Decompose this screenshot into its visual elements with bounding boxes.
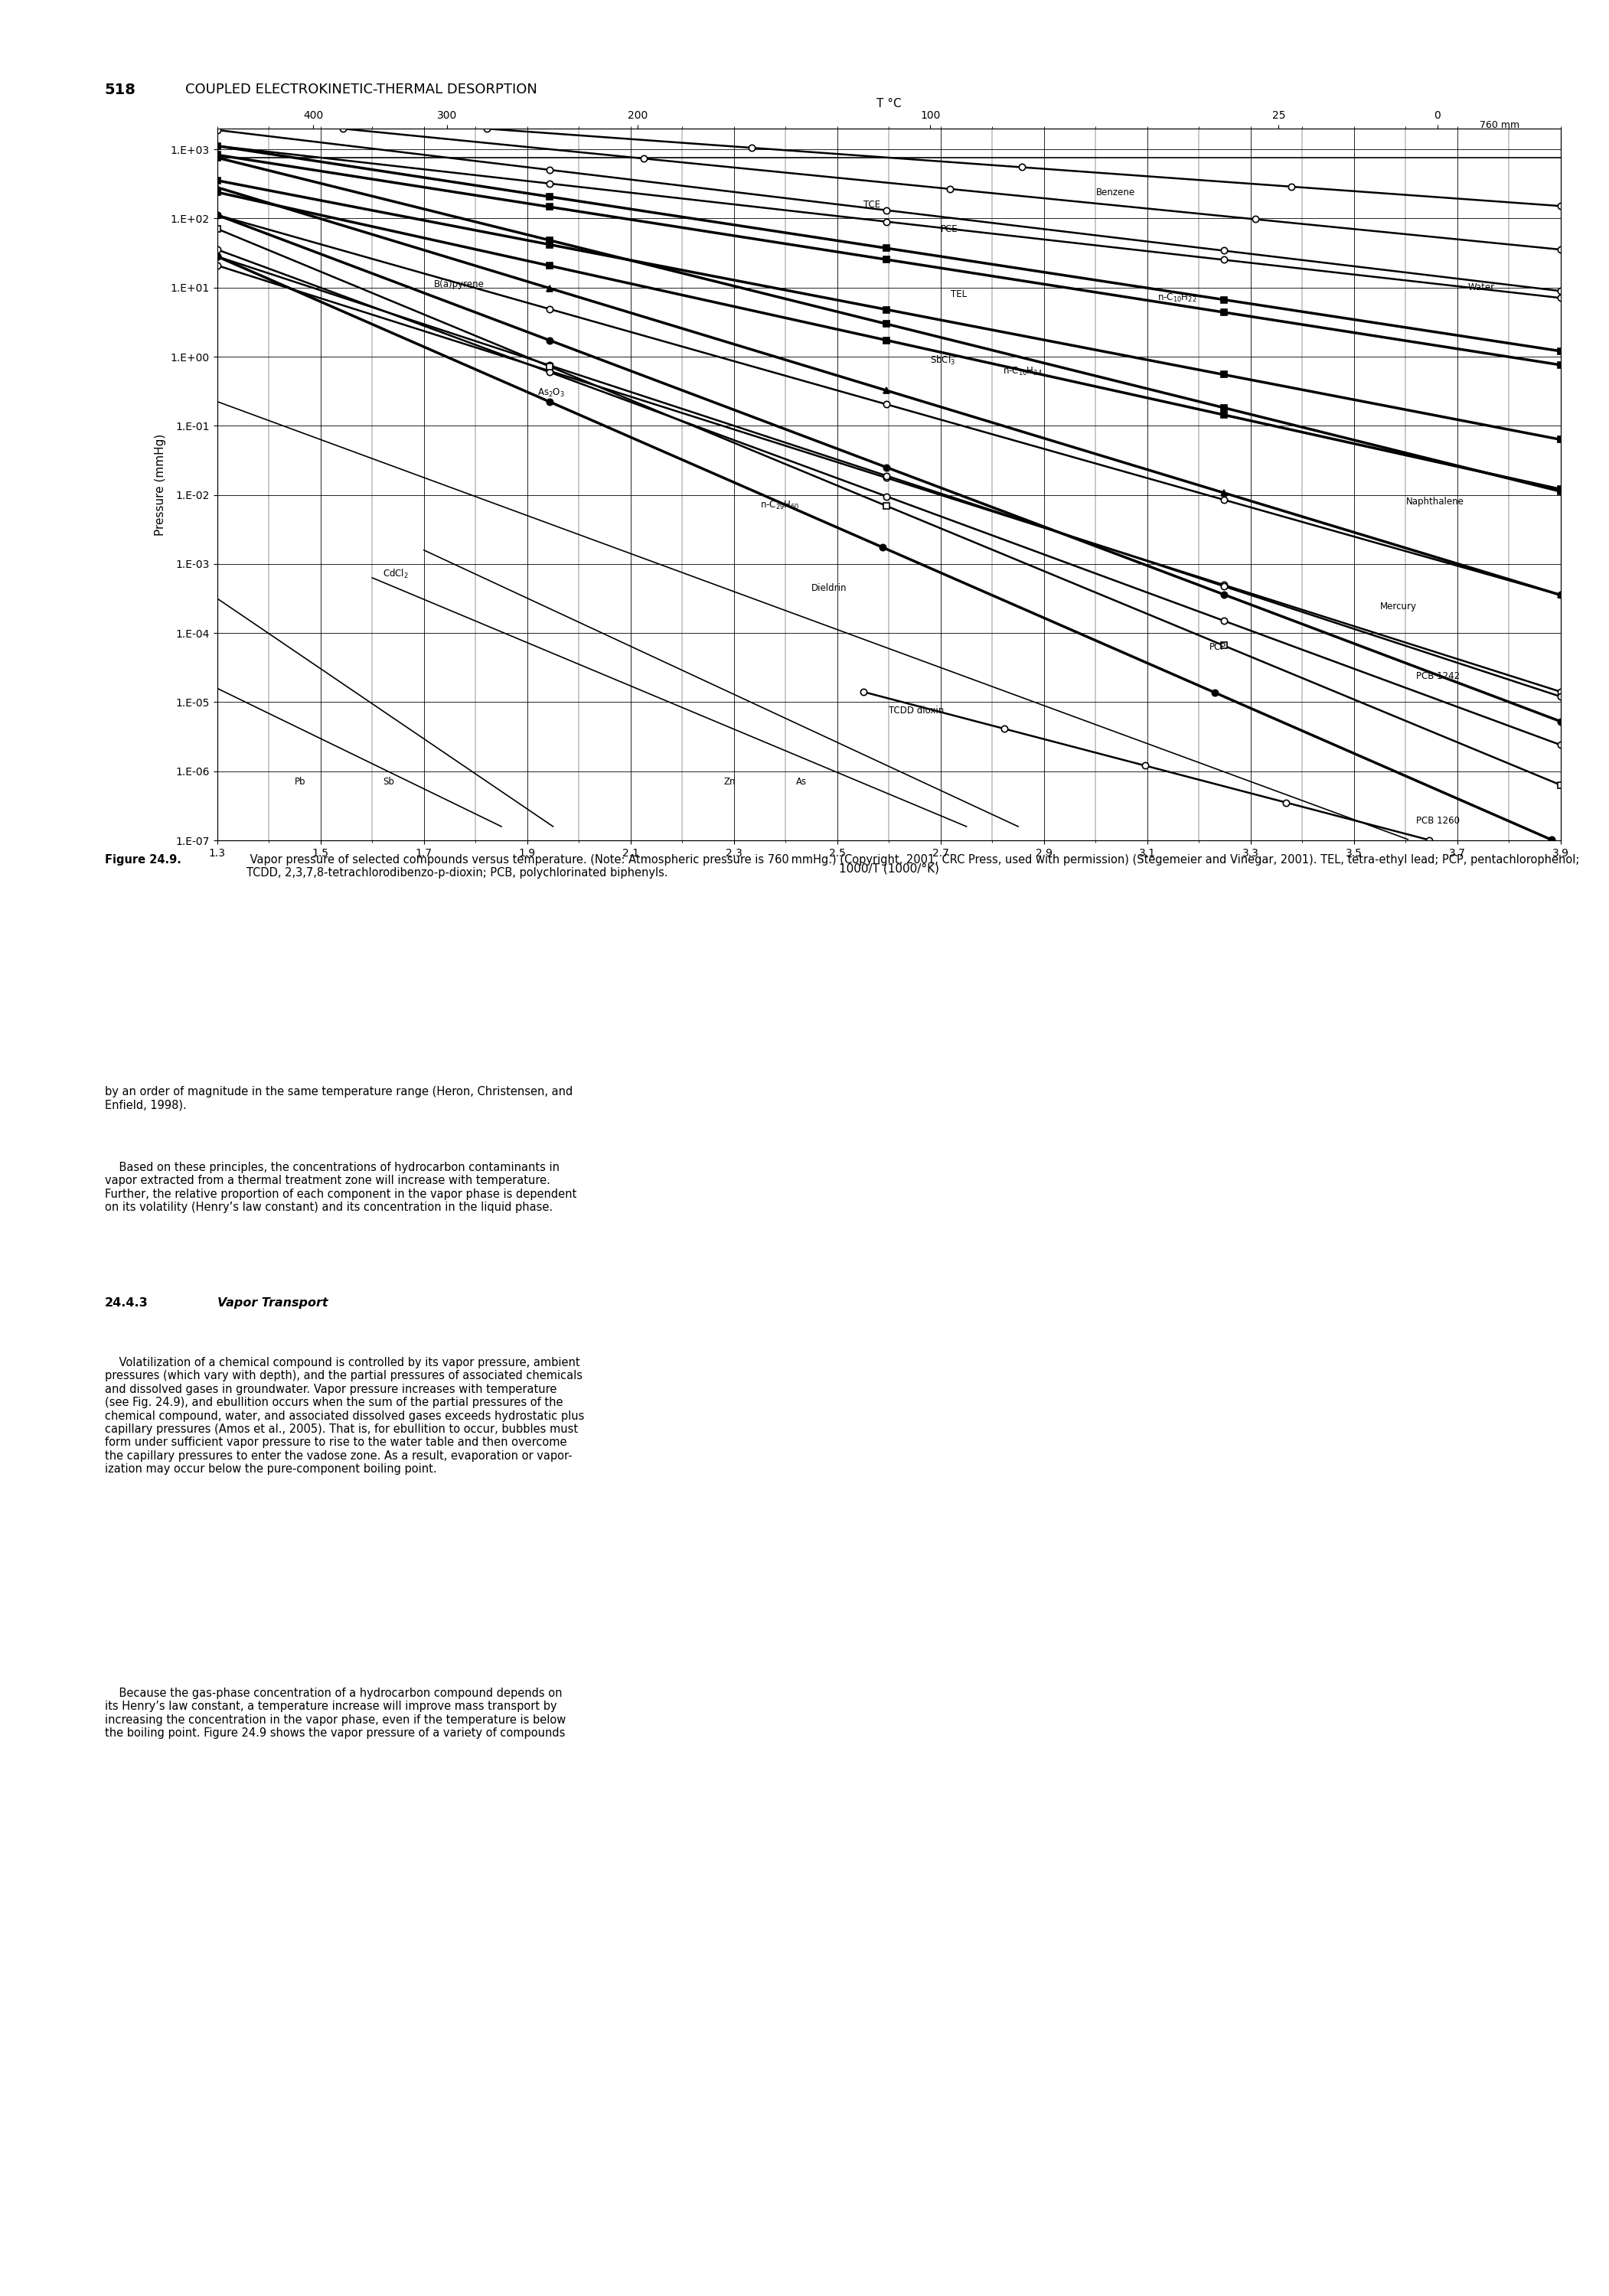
Text: PCB 1260: PCB 1260	[1416, 815, 1459, 827]
Text: n-C$_{16}$H$_{34}$: n-C$_{16}$H$_{34}$	[1002, 365, 1043, 377]
Text: Pb: Pb	[294, 776, 306, 788]
Text: PCP: PCP	[1210, 643, 1226, 652]
Text: B(a)pyrene: B(a)pyrene	[434, 280, 484, 289]
Text: COUPLED ELECTROKINETIC-THERMAL DESORPTION: COUPLED ELECTROKINETIC-THERMAL DESORPTIO…	[185, 83, 537, 96]
Text: Water: Water	[1467, 282, 1495, 292]
Y-axis label: Pressure (mmHg): Pressure (mmHg)	[154, 434, 166, 535]
Text: Dieldrin: Dieldrin	[811, 583, 846, 592]
X-axis label: 1000/T (1000/°K): 1000/T (1000/°K)	[838, 863, 940, 875]
Text: As: As	[796, 776, 806, 788]
Text: PCB 1242: PCB 1242	[1416, 670, 1459, 682]
Text: TCE: TCE	[862, 200, 880, 209]
Text: Vapor pressure of selected compounds versus temperature. (Note: Atmospheric pres: Vapor pressure of selected compounds ver…	[246, 854, 1578, 879]
Text: Sb: Sb	[383, 776, 394, 788]
Text: Zn: Zn	[724, 776, 735, 788]
Text: Benzene: Benzene	[1096, 188, 1134, 197]
Text: Naphthalene: Naphthalene	[1406, 496, 1464, 507]
Text: Vapor Transport: Vapor Transport	[217, 1297, 328, 1309]
Text: TEL: TEL	[951, 289, 967, 298]
Text: SbCl$_3$: SbCl$_3$	[930, 354, 956, 367]
Text: by an order of magnitude in the same temperature range (Heron, Christensen, and
: by an order of magnitude in the same tem…	[105, 1086, 573, 1111]
Text: CdCl$_2$: CdCl$_2$	[383, 567, 409, 581]
Text: n-C$_{10}$H$_{22}$: n-C$_{10}$H$_{22}$	[1158, 292, 1197, 303]
X-axis label: T °C: T °C	[877, 99, 901, 110]
Text: TCDD dioxin: TCDD dioxin	[890, 705, 944, 716]
Text: Based on these principles, the concentrations of hydrocarbon contaminants in
vap: Based on these principles, the concentra…	[105, 1162, 576, 1212]
Text: 760 mm: 760 mm	[1480, 119, 1519, 131]
Text: Volatilization of a chemical compound is controlled by its vapor pressure, ambie: Volatilization of a chemical compound is…	[105, 1357, 584, 1474]
Text: Because the gas-phase concentration of a hydrocarbon compound depends on
its Hen: Because the gas-phase concentration of a…	[105, 1688, 566, 1738]
Text: Figure 24.9.: Figure 24.9.	[105, 854, 182, 866]
Text: 24.4.3: 24.4.3	[105, 1297, 148, 1309]
Text: 518: 518	[105, 83, 135, 96]
Text: PCE: PCE	[941, 225, 957, 234]
Text: n-C$_{29}$H$_{60}$: n-C$_{29}$H$_{60}$	[759, 501, 800, 512]
Text: As$_2$O$_3$: As$_2$O$_3$	[537, 386, 565, 400]
Text: Mercury: Mercury	[1381, 602, 1416, 611]
